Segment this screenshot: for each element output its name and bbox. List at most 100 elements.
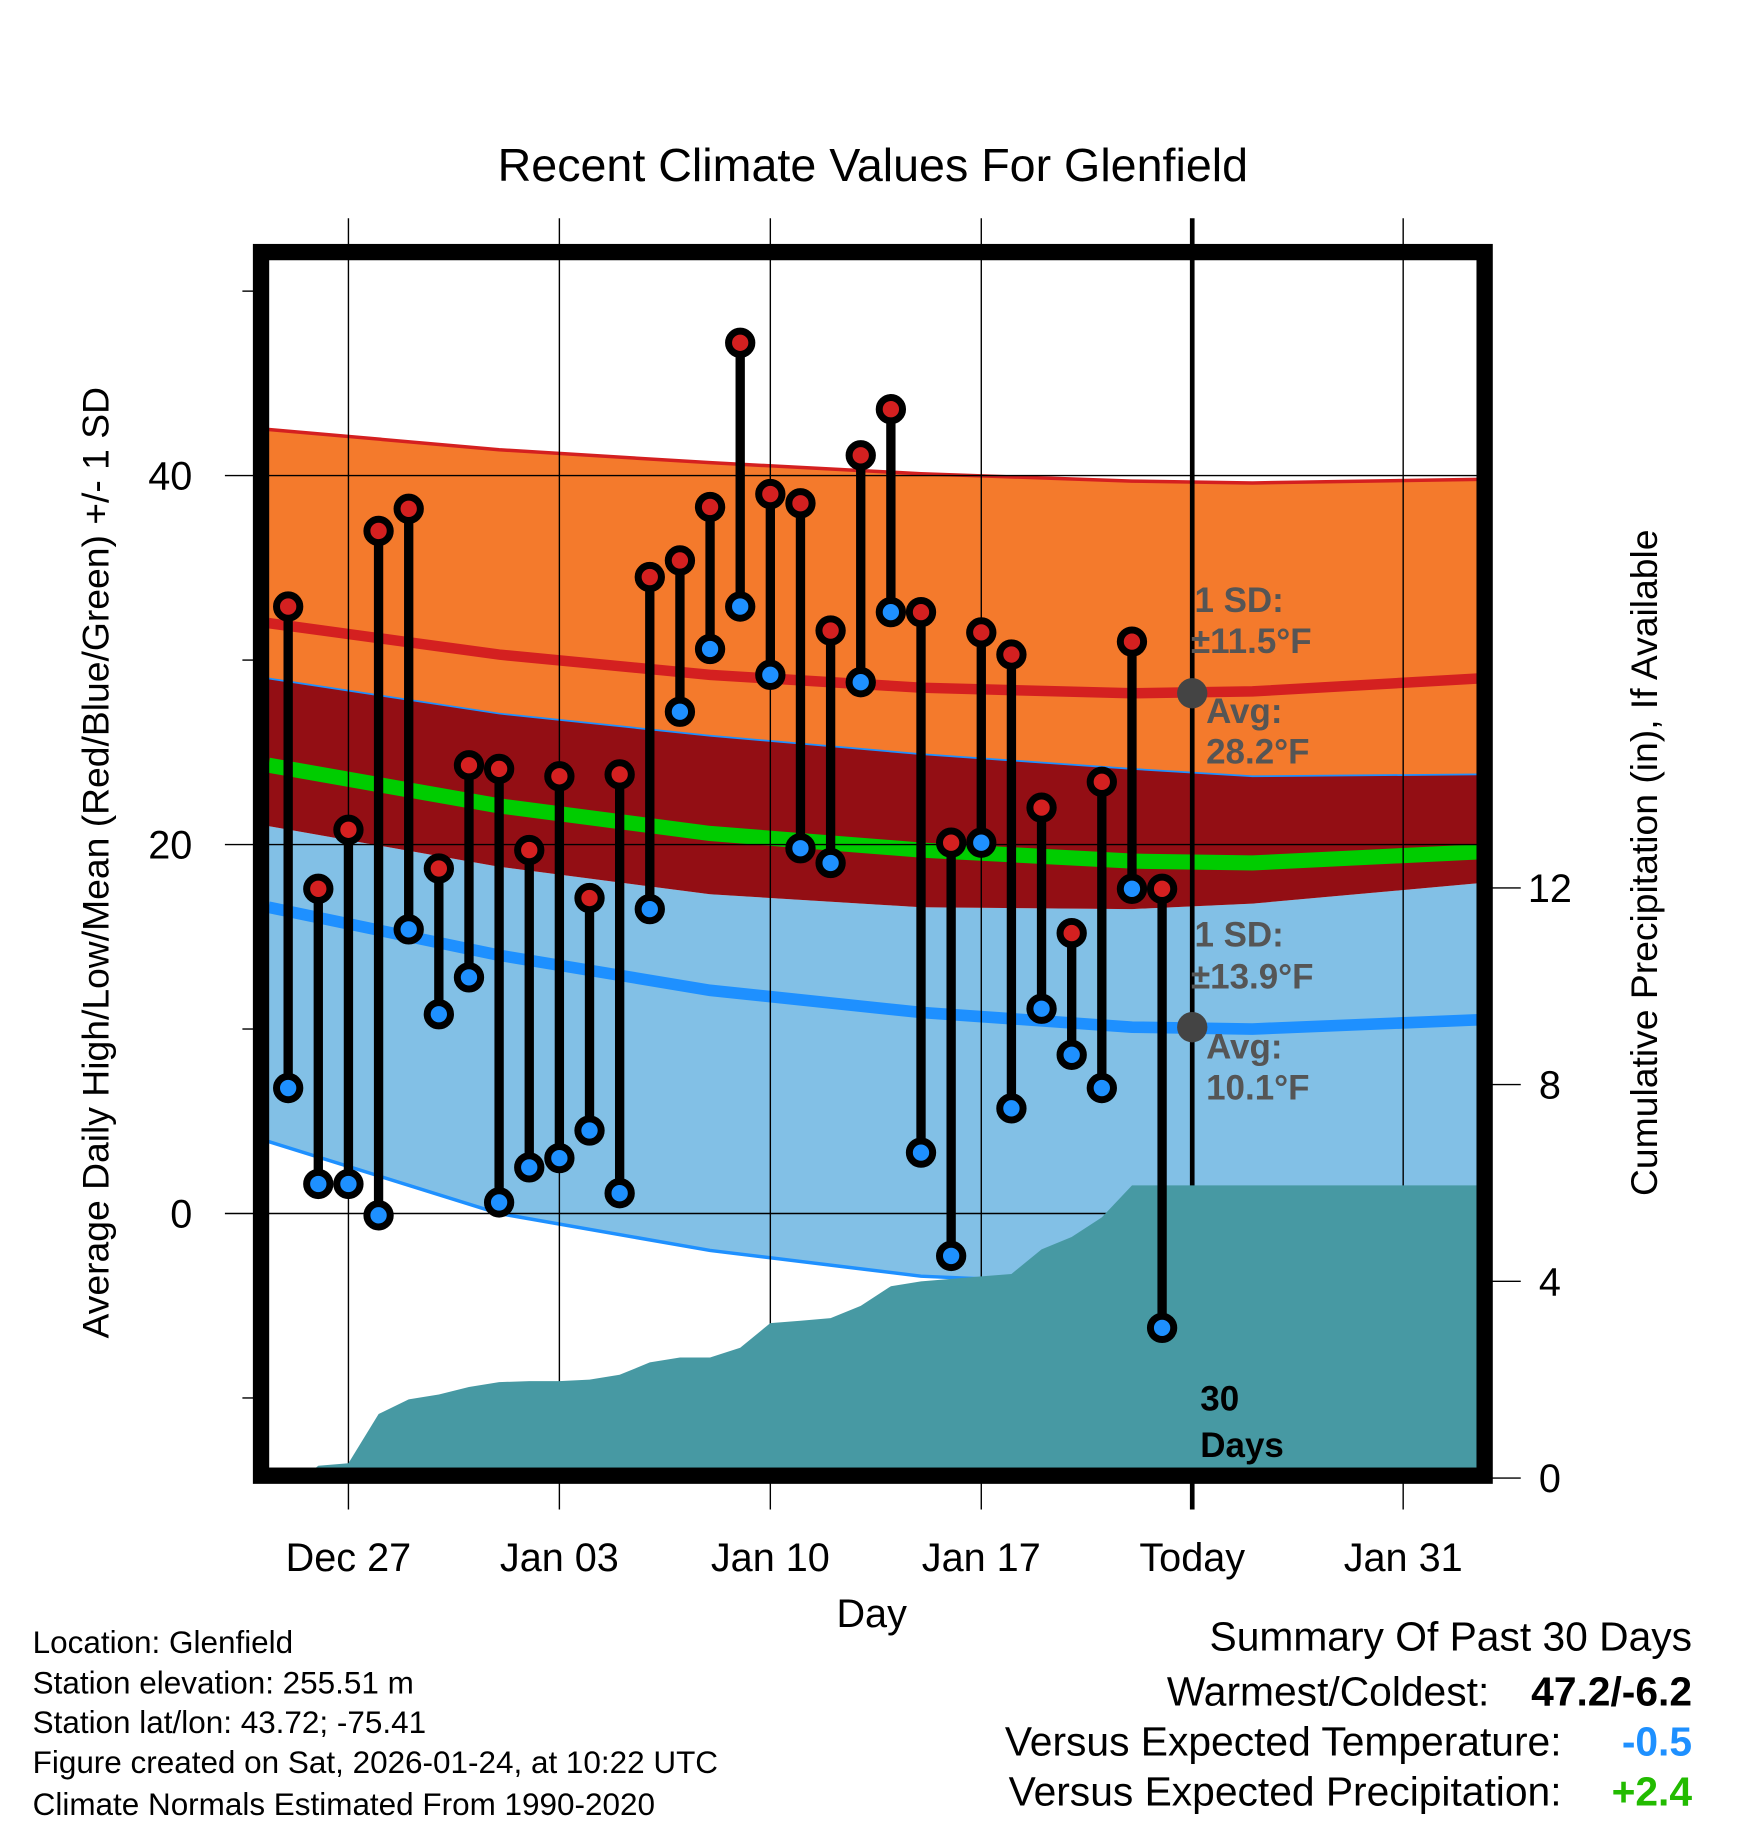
high-point: [574, 882, 605, 914]
low-point: [694, 633, 726, 665]
summary-temp-value: -0.5: [1622, 1718, 1692, 1764]
high-point: [875, 394, 907, 425]
avg-markers: [1177, 678, 1208, 1043]
day-group: [544, 761, 575, 1174]
high-avg-value: 28.2°F: [1206, 733, 1309, 772]
low-point: [875, 596, 907, 628]
day-group: [634, 561, 665, 925]
footer-created: Figure created on Sat, 2026-01-24, at 10…: [33, 1745, 718, 1780]
high-avg-label: Avg:: [1206, 692, 1282, 731]
low-point: [755, 659, 786, 690]
high-point: [664, 545, 696, 576]
low-point: [273, 1072, 304, 1104]
high-point: [604, 759, 635, 790]
x-tick-label: Jan 10: [711, 1536, 830, 1580]
plot-frame: [252, 243, 1493, 1484]
high-point: [785, 488, 816, 519]
day-group: [604, 759, 635, 1209]
x-tick-label: Dec 27: [286, 1536, 412, 1580]
overlap-band: [268, 678, 1478, 910]
summary-warmest-value: 47.2/-6.2: [1531, 1668, 1692, 1714]
low-point: [1056, 1039, 1087, 1070]
low-avg-value: 10.1°F: [1206, 1068, 1309, 1107]
low-point: [574, 1115, 605, 1146]
low-avg-marker: [1177, 1012, 1208, 1043]
y-tick-label: 20: [148, 824, 192, 868]
summary-warmest-label: Warmest/Coldest:: [1167, 1668, 1489, 1714]
day-group: [875, 394, 907, 628]
day-group: [1056, 917, 1087, 1070]
y-axis-label: Average Daily High/Low/Mean (Red/Blue/Gr…: [74, 387, 116, 1338]
low-point: [785, 833, 816, 864]
y2-tick-label: 0: [1539, 1457, 1561, 1501]
days-word: Days: [1200, 1426, 1284, 1465]
low-point: [1026, 993, 1057, 1024]
high-point: [1026, 792, 1057, 823]
low-point: [483, 1187, 515, 1218]
days-count: 30: [1200, 1379, 1239, 1418]
high-point: [453, 750, 485, 781]
footer-elevation: Station elevation: 255.51 m: [33, 1666, 414, 1701]
y2-tick-label: 4: [1539, 1260, 1561, 1304]
summary-title: Summary Of Past 30 Days: [1210, 1613, 1693, 1659]
chart-title: Recent Climate Values For Glenfield: [498, 139, 1248, 191]
normal-bands: [268, 427, 1478, 1288]
high-point: [996, 639, 1027, 670]
high-point: [303, 873, 334, 904]
high-point: [845, 440, 876, 471]
day-group: [664, 545, 696, 727]
high-point: [1116, 626, 1148, 657]
y2-tick-label: 8: [1539, 1064, 1561, 1108]
summary: Summary Of Past 30 Days Warmest/Coldest:…: [1005, 1613, 1693, 1814]
x-tick-label: Jan 31: [1344, 1536, 1463, 1580]
low-point: [845, 667, 876, 698]
low-point: [1086, 1072, 1117, 1104]
high-point: [905, 596, 937, 628]
low-point: [453, 962, 485, 993]
high-point: [935, 827, 967, 858]
high-point: [273, 591, 304, 622]
precip-area: [314, 1185, 1478, 1469]
low-point: [815, 847, 846, 879]
annotations: 1 SD: ±11.5°F Avg: 28.2°F 1 SD: ±13.9°F …: [1191, 581, 1314, 1465]
high-point: [423, 853, 454, 884]
x-tick-label: Today: [1139, 1536, 1245, 1580]
low-point: [1116, 873, 1148, 904]
low-sd-value: ±13.9°F: [1191, 958, 1314, 997]
low-point: [544, 1142, 575, 1174]
high-plus-sd-line: [268, 427, 1478, 485]
low-point: [664, 696, 696, 727]
day-group: [393, 493, 424, 945]
low-point: [303, 1168, 334, 1200]
low-point: [966, 827, 997, 858]
day-group: [996, 639, 1027, 1124]
high-point: [634, 561, 665, 593]
summary-precip-label: Versus Expected Precipitation:: [1009, 1768, 1562, 1814]
x-tick-label: Jan 17: [922, 1536, 1041, 1580]
footer-location: Location: Glenfield: [33, 1625, 294, 1660]
day-group: [423, 853, 454, 1030]
day-group: [574, 882, 605, 1146]
day-group: [725, 327, 756, 622]
high-point: [514, 834, 545, 866]
day-group: [1116, 626, 1148, 904]
day-group: [785, 488, 816, 864]
high-point: [725, 327, 756, 358]
day-group: [1086, 766, 1117, 1104]
low-point: [363, 1200, 394, 1231]
precip-fill: [314, 1185, 1478, 1469]
low-point: [935, 1240, 967, 1272]
day-group: [1146, 873, 1178, 1344]
day-group: [815, 615, 846, 879]
day-group: [333, 814, 364, 1200]
low-sd-band: [268, 826, 1478, 1286]
low-point: [604, 1178, 635, 1209]
y2-tick-label: 12: [1528, 867, 1572, 911]
day-group: [845, 440, 876, 698]
day-group: [755, 478, 786, 690]
footer-latlon: Station lat/lon: 43.72; -75.41: [33, 1705, 426, 1740]
footer-normals: Climate Normals Estimated From 1990-2020: [33, 1787, 655, 1822]
day-group: [905, 596, 937, 1168]
low-point: [905, 1137, 937, 1168]
low-point: [996, 1093, 1027, 1124]
